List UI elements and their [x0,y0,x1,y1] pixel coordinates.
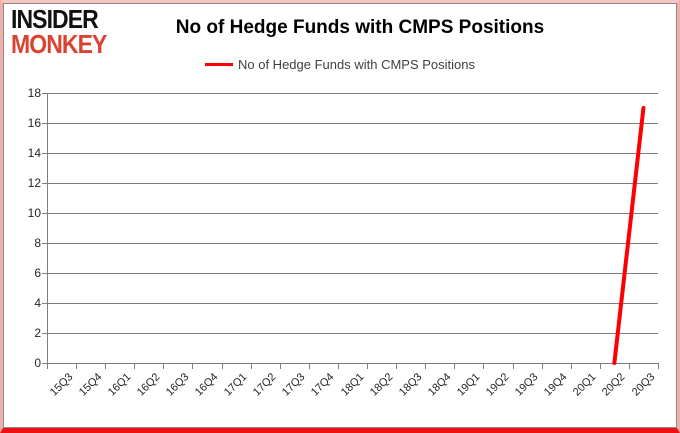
y-tick-label: 18 [27,86,41,100]
logo-line-monkey: MONKEY [11,30,107,60]
legend-label: No of Hedge Funds with CMPS Positions [238,57,475,72]
x-axis-tick [599,364,601,369]
gridline [47,243,658,244]
gridline [47,183,658,184]
chart-title: No of Hedge Funds with CMPS Positions [175,17,545,38]
gridline [47,93,658,94]
series-svg [612,106,646,365]
x-axis-tick [163,364,165,369]
x-axis-tick [512,364,514,369]
x-axis-tick [454,364,456,369]
x-axis-tick [279,364,281,369]
gridline [47,213,658,214]
y-tick-label: 14 [27,146,41,160]
gridline [47,303,658,304]
y-axis-tick [42,303,47,304]
x-axis-line [47,363,659,364]
x-axis-tick [570,364,572,369]
y-tick-label: 0 [34,356,41,370]
y-axis-tick [42,273,47,274]
x-axis-tick [221,364,223,369]
y-axis-tick [42,183,47,184]
x-axis-tick [308,364,310,369]
legend: No of Hedge Funds with CMPS Positions [4,57,676,72]
y-tick-label: 4 [34,296,41,310]
x-axis-tick [483,364,485,369]
chart-frame: INSIDER MONKEY No of Hedge Funds with CM… [3,3,677,428]
y-tick-label: 16 [27,116,41,130]
y-axis-tick [42,123,47,124]
x-axis-tick [367,364,369,369]
y-axis-tick [42,243,47,244]
logo-line-insider: INSIDER [11,4,99,35]
x-axis-tick [47,364,48,369]
y-axis-tick [42,333,47,334]
y-tick-label: 8 [34,236,41,250]
x-axis-tick [250,364,252,369]
y-axis-tick [42,213,47,214]
x-axis-tick [192,364,194,369]
y-axis-tick [42,363,47,364]
y-tick-label: 2 [34,326,41,340]
x-axis-tick [658,364,659,369]
x-axis-tick [541,364,543,369]
gridline [47,273,658,274]
y-axis-line [47,93,48,363]
x-axis-tick [105,364,107,369]
x-axis-tick [337,364,339,369]
x-axis-tick [76,364,78,369]
y-tick-label: 6 [34,266,41,280]
plot-area: 0 2 4 6 8 10 12 14 16 18 15Q3 15Q4 16Q1 16Q2 16Q3 16Q4 1… [4,4,676,427]
y-axis-tick [42,153,47,154]
gridline [47,333,658,334]
legend-line-swatch [205,63,233,66]
y-tick-label: 12 [27,176,41,190]
gridline [47,123,658,124]
x-axis-tick [425,364,427,369]
y-tick-label: 10 [27,206,41,220]
y-axis-tick [42,93,47,94]
insider-monkey-logo: INSIDER MONKEY [11,4,107,60]
x-axis-tick [134,364,136,369]
series-line [612,106,646,365]
gridline [47,153,658,154]
x-axis-tick [396,364,398,369]
x-axis-tick [628,364,630,369]
